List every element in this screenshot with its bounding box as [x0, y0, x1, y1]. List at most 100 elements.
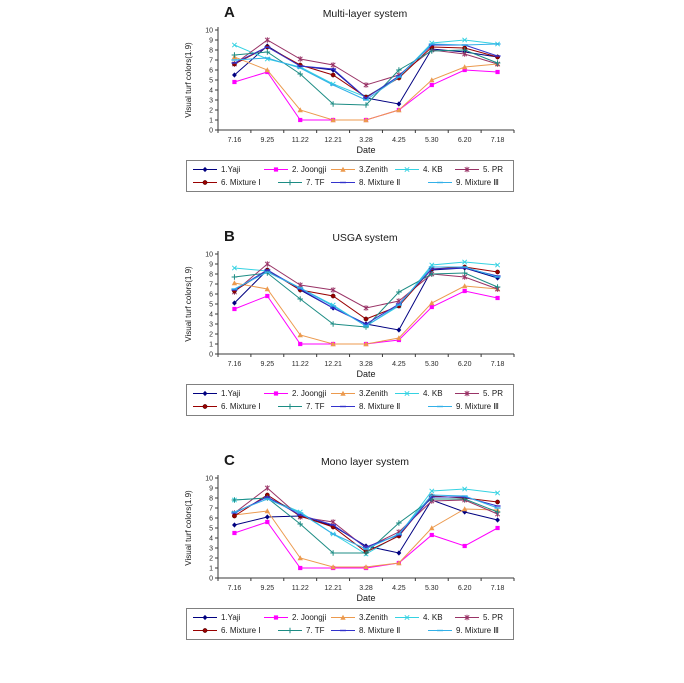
- legend-label: 8. Mixture Ⅱ: [359, 402, 401, 411]
- legend-row: 6. Mixture Ⅰ 7. TF 8. Mixture Ⅱ 9. Mixture …: [192, 176, 508, 189]
- legend-row: 6. Mixture Ⅰ 7. TF 8. Mixture Ⅱ 9. Mixture …: [192, 400, 508, 413]
- legend-item-6-mixture: 6. Mixture Ⅰ: [192, 400, 277, 413]
- legend-item-5-pr: 5. PR: [454, 163, 508, 176]
- legend-item-8-mixture: 8. Mixture Ⅱ: [330, 624, 427, 637]
- x-tick-label: 7.18: [491, 361, 505, 368]
- legend-label: 1.Yaji: [221, 389, 241, 398]
- legend-item-9-mixture: 9. Mixture Ⅲ: [427, 624, 508, 637]
- legend-label: 5. PR: [483, 165, 504, 174]
- legend-row: 1.Yaji 2. Joongji 3.Zenith 4. KB 5. PR: [192, 163, 508, 176]
- y-tick-label: 10: [205, 475, 213, 482]
- y-tick-label: 8: [209, 47, 213, 54]
- x-tick-label: 12.21: [324, 137, 342, 144]
- x-tick-label: 7.18: [491, 137, 505, 144]
- legend-label: 6. Mixture Ⅰ: [221, 402, 261, 411]
- legend-item-2-joongji: 2. Joongji: [263, 163, 330, 176]
- legend-row: 6. Mixture Ⅰ 7. TF 8. Mixture Ⅱ 9. Mixture …: [192, 624, 508, 637]
- x-tick-label: 4.25: [392, 361, 406, 368]
- legend-row: 1.Yaji 2. Joongji 3.Zenith 4. KB 5. PR: [192, 387, 508, 400]
- series-1-yaji: [232, 265, 500, 333]
- x-tick-label: 5.30: [425, 585, 439, 592]
- legend-marker-icon: [264, 167, 288, 172]
- y-tick-label: 5: [209, 301, 213, 308]
- x-tick-label: 5.30: [425, 137, 439, 144]
- legend-marker-icon: [395, 614, 419, 621]
- legend-label: 8. Mixture Ⅱ: [359, 626, 401, 635]
- y-tick-label: 6: [209, 515, 213, 522]
- legend-marker-icon: [331, 390, 355, 396]
- legend-label: 7. TF: [306, 178, 325, 187]
- legend-marker-icon: [278, 179, 302, 186]
- y-tick-label: 4: [209, 311, 213, 318]
- y-tick-label: 5: [209, 77, 213, 84]
- legend-marker-icon: [193, 180, 217, 185]
- axes: [217, 475, 514, 579]
- legend-label: 5. PR: [483, 613, 504, 622]
- y-tick-label: 2: [209, 555, 213, 562]
- series-3-zenith: [231, 506, 501, 570]
- x-tick-label: 7.16: [228, 137, 242, 144]
- panel-letter: A: [224, 4, 235, 21]
- x-tick-label: 7.16: [228, 361, 242, 368]
- legend-item-8-mixture: 8. Mixture Ⅱ: [330, 400, 427, 413]
- y-tick-label: 0: [209, 351, 213, 358]
- legend-marker-icon: [428, 629, 452, 632]
- legend-item-6-mixture: 6. Mixture Ⅰ: [192, 624, 277, 637]
- legend-marker-icon: [278, 403, 302, 410]
- y-tick-label: 7: [209, 57, 213, 64]
- legend-label: 7. TF: [306, 402, 325, 411]
- legend-marker-icon: [395, 166, 419, 173]
- legend-label: 5. PR: [483, 389, 504, 398]
- legend-marker-icon: [395, 390, 419, 397]
- legend-item-8-mixture: 8. Mixture Ⅱ: [330, 176, 427, 189]
- legend-item-1-yaji: 1.Yaji: [192, 611, 263, 624]
- legend-item-3-zenith: 3.Zenith: [330, 611, 394, 624]
- legend-item-9-mixture: 9. Mixture Ⅲ: [427, 400, 508, 413]
- y-tick-label: 0: [209, 575, 213, 582]
- legend-label: 4. KB: [423, 613, 443, 622]
- legend-marker-icon: [331, 405, 355, 408]
- legend-item-4-kb: 4. KB: [394, 387, 454, 400]
- legend-marker-icon: [264, 391, 288, 396]
- x-axis-label: Date: [356, 593, 376, 603]
- legend-label: 9. Mixture Ⅲ: [456, 178, 499, 187]
- legend-label: 9. Mixture Ⅲ: [456, 626, 499, 635]
- y-tick-label: 8: [209, 495, 213, 502]
- legend-marker-icon: [264, 615, 288, 620]
- x-tick-label: 12.21: [324, 585, 342, 592]
- x-tick-label: 7.18: [491, 585, 505, 592]
- y-axis-title: Visual turf colors(1.9): [184, 42, 193, 118]
- legend-marker-icon: [455, 614, 479, 621]
- legend-marker-icon: [428, 405, 452, 408]
- legend-label: 1.Yaji: [221, 613, 241, 622]
- y-tick-label: 10: [205, 251, 213, 258]
- legend-item-4-kb: 4. KB: [394, 611, 454, 624]
- y-tick-label: 7: [209, 281, 213, 288]
- legend-label: 3.Zenith: [359, 613, 388, 622]
- series-9-mixture: [231, 494, 501, 550]
- legend-marker-icon: [193, 404, 217, 409]
- panel-b: B USGA system 0 1 2 3 4 5 6 7 8 9 10 7.16 9.25 11.22 1…: [184, 228, 520, 416]
- y-axis-title: Visual turf colors(1.9): [184, 266, 193, 342]
- legend-row: 1.Yaji 2. Joongji 3.Zenith 4. KB 5. PR: [192, 611, 508, 624]
- x-tick-label: 11.22: [292, 137, 309, 144]
- y-tick-label: 2: [209, 331, 213, 338]
- legend-marker-icon: [193, 628, 217, 633]
- x-axis: 7.16 9.25 11.22 12.21 3.28 4.25 5.30 6.20 7.18: [217, 354, 515, 368]
- legend-marker-icon: [331, 629, 355, 632]
- legend-label: 4. KB: [423, 389, 443, 398]
- y-tick-label: 9: [209, 37, 213, 44]
- y-tick-label: 5: [209, 525, 213, 532]
- legend-marker-icon: [331, 614, 355, 620]
- panel-a-header: A Multi-layer system: [184, 4, 520, 24]
- x-tick-label: 11.22: [292, 361, 309, 368]
- x-tick-label: 9.25: [261, 137, 275, 144]
- legend-panel-a: 1.Yaji 2. Joongji 3.Zenith 4. KB 5. PR 6. Mix…: [186, 160, 514, 192]
- legend-item-7-tf: 7. TF: [277, 624, 330, 637]
- panel-title: Multi-layer system: [322, 8, 408, 20]
- panel-c-header: C Mono layer system: [184, 452, 520, 472]
- chart-multi-layer-system: 0 1 2 3 4 5 6 7 8 9 10 7.16 9.25 11.22 12.21 3.28 4.25 5.…: [184, 27, 515, 144]
- series-7-tf: [231, 47, 501, 108]
- x-tick-label: 4.25: [392, 137, 406, 144]
